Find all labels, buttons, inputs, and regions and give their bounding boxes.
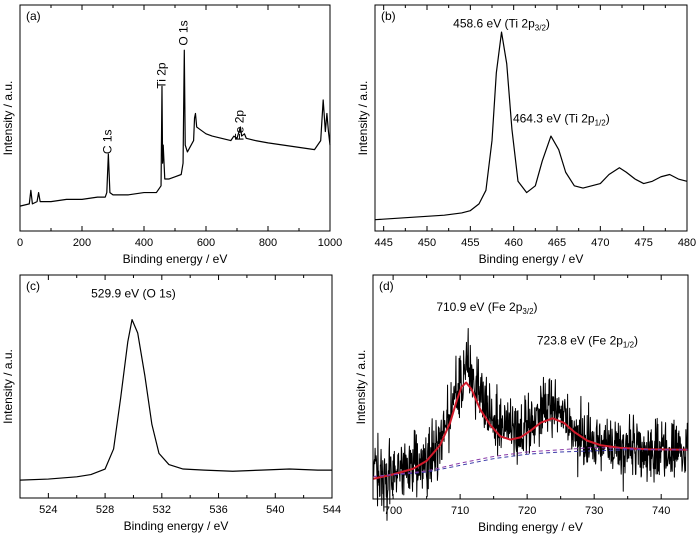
panel-label: (b) <box>381 9 396 23</box>
annotation-subscript: 1/2 <box>623 340 635 349</box>
peak-annotation: 529.9 eV (O 1s) <box>91 286 176 300</box>
x-axis-label: Binding energy / eV <box>123 252 228 266</box>
y-axis-label: Intensity / a.u. <box>1 81 15 156</box>
x-tick-label: 544 <box>323 504 341 516</box>
annotation-close: ) <box>534 300 538 314</box>
plot-frame <box>374 4 688 232</box>
x-axis-label: Binding energy / eV <box>124 519 229 533</box>
y-axis-label: Intensity / a.u. <box>1 349 15 424</box>
annotation-close: ) <box>634 333 638 347</box>
x-tick-label: 700 <box>384 505 402 517</box>
x-tick-label: 475 <box>634 237 652 249</box>
x-axis-label: Binding energy / eV <box>478 520 583 534</box>
x-tick-label: 532 <box>153 504 171 516</box>
peak-annotation: Ti 2p <box>154 62 168 89</box>
x-tick-label: 460 <box>504 237 522 249</box>
x-tick-label: 528 <box>96 504 114 516</box>
annotation-subscript: 3/2 <box>535 24 547 33</box>
x-tick-label: 730 <box>585 505 603 517</box>
annotation-subscript: 1/2 <box>595 119 607 128</box>
x-tick-label: 600 <box>197 237 215 249</box>
series-line <box>372 328 689 521</box>
chart-panel: 524 528 532 536 540 544 Binding energy / eV Int… <box>1 274 341 533</box>
x-tick-label: 720 <box>518 505 536 517</box>
peak-annotation: 464.3 eV (Ti 2p1/2) <box>513 112 610 128</box>
series-line <box>374 31 688 221</box>
peak-annotation: 458.6 eV (Ti 2p3/2) <box>453 17 550 33</box>
chart-panel: 445 450 455 460 465 470 475 480 Binding energy /… <box>356 4 696 266</box>
series-line <box>19 49 331 207</box>
x-axis-label: Binding energy / eV <box>479 252 584 266</box>
peak-annotation: 723.8 eV (Fe 2p1/2) <box>537 333 638 349</box>
plot-frame <box>372 274 689 500</box>
x-tick-label: 200 <box>73 237 91 249</box>
panel-label: (a) <box>26 9 41 23</box>
x-tick-label: 524 <box>39 504 57 516</box>
annotation-close: ) <box>606 112 610 126</box>
x-tick-label: 400 <box>135 237 153 249</box>
x-tick-label: 740 <box>652 505 670 517</box>
series-line <box>372 381 689 480</box>
annotation-subscript: 3/2 <box>522 307 534 316</box>
x-tick-label: 540 <box>266 504 284 516</box>
x-tick-label: 470 <box>591 237 609 249</box>
x-tick-label: 800 <box>259 237 277 249</box>
panel-label: (d) <box>379 279 394 293</box>
series-line <box>19 319 332 481</box>
x-tick-label: 1000 <box>318 237 342 249</box>
peak-annotation: O 1s <box>176 20 190 45</box>
x-tick-label: 450 <box>418 237 436 249</box>
peak-annotation: Fe 2p <box>233 110 247 141</box>
peak-annotation: C 1s <box>101 129 115 154</box>
peak-annotation: 710.9 eV (Fe 2p3/2) <box>436 300 537 316</box>
series-line <box>372 449 688 478</box>
x-tick-label: 465 <box>548 237 566 249</box>
y-axis-label: Intensity / a.u. <box>356 81 370 156</box>
y-axis-label: Intensity / a.u. <box>354 350 368 425</box>
chart-panel: 700 710 720 730 740 Binding energy / eV Intens… <box>354 274 689 534</box>
series-line <box>372 446 688 478</box>
x-tick-label: 480 <box>678 237 696 249</box>
chart-panel: 0 200 400 600 800 1000 Binding energy / eV Inte… <box>1 4 342 266</box>
x-tick-label: 536 <box>209 504 227 516</box>
x-tick-label: 0 <box>17 237 23 249</box>
x-tick-label: 445 <box>374 237 392 249</box>
plot-frame <box>19 4 331 232</box>
plot-frame <box>19 274 333 499</box>
x-tick-label: 710 <box>451 505 469 517</box>
x-tick-label: 455 <box>461 237 479 249</box>
annotation-close: ) <box>546 17 550 31</box>
panel-label: (c) <box>26 279 40 293</box>
